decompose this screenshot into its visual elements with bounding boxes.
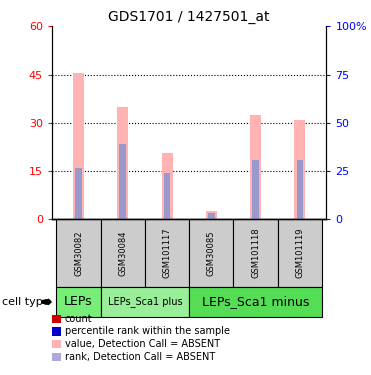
Bar [73, 73, 84, 219]
Bar [145, 219, 189, 287]
Bar [252, 160, 259, 219]
Bar [101, 219, 145, 287]
Text: LEPs_Sca1 plus: LEPs_Sca1 plus [108, 296, 182, 307]
Bar [208, 213, 215, 219]
Bar [56, 219, 101, 287]
Bar [189, 287, 322, 317]
Bar [278, 219, 322, 287]
Bar [75, 168, 82, 219]
Bar [250, 115, 261, 219]
Text: percentile rank within the sample: percentile rank within the sample [65, 326, 230, 336]
Text: LEPs: LEPs [64, 296, 93, 308]
Text: GSM30085: GSM30085 [207, 230, 216, 276]
Bar [296, 160, 303, 219]
Text: GSM101119: GSM101119 [295, 228, 305, 278]
Bar [119, 144, 126, 219]
Bar [161, 153, 173, 219]
Text: count: count [65, 314, 92, 324]
Text: GSM30082: GSM30082 [74, 230, 83, 276]
Text: GSM30084: GSM30084 [118, 230, 127, 276]
Title: GDS1701 / 1427501_at: GDS1701 / 1427501_at [108, 10, 270, 24]
Bar [101, 287, 189, 317]
Text: LEPs_Sca1 minus: LEPs_Sca1 minus [202, 296, 309, 308]
Bar [189, 219, 233, 287]
Bar [164, 173, 170, 219]
Text: cell type: cell type [2, 297, 49, 307]
Text: GSM101117: GSM101117 [162, 228, 171, 278]
Bar [206, 211, 217, 219]
Bar [233, 219, 278, 287]
Text: GSM101118: GSM101118 [251, 228, 260, 278]
Bar [117, 107, 128, 219]
Text: value, Detection Call = ABSENT: value, Detection Call = ABSENT [65, 339, 220, 349]
Bar [56, 287, 101, 317]
Text: rank, Detection Call = ABSENT: rank, Detection Call = ABSENT [65, 352, 215, 362]
Bar [294, 120, 305, 219]
